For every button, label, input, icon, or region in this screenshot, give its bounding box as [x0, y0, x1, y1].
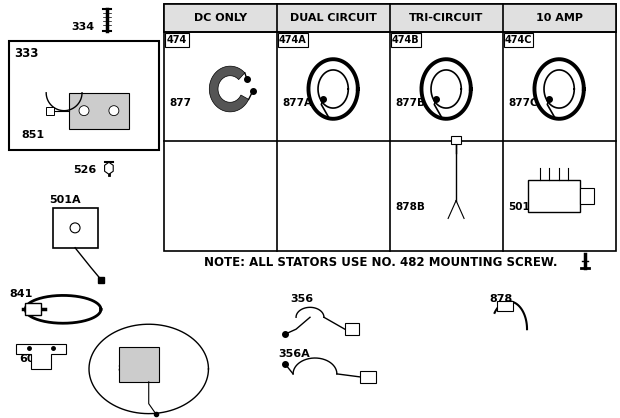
Polygon shape: [210, 66, 249, 112]
Bar: [9, 41, 159, 150]
Bar: [53, 208, 98, 248]
Text: 356A: 356A: [278, 349, 310, 359]
Text: 10 AMP: 10 AMP: [536, 13, 583, 23]
Text: 878: 878: [489, 294, 513, 304]
Bar: [580, 188, 594, 204]
Bar: [360, 371, 376, 383]
Text: 356: 356: [290, 294, 313, 304]
Bar: [46, 107, 54, 115]
Bar: [278, 33, 308, 47]
Text: 877C: 877C: [508, 98, 538, 108]
Bar: [528, 180, 580, 212]
Bar: [69, 93, 129, 129]
Text: 474A: 474A: [279, 35, 306, 45]
Text: 333: 333: [14, 46, 38, 59]
Bar: [451, 136, 461, 144]
Circle shape: [109, 106, 119, 116]
Text: 877B: 877B: [396, 98, 425, 108]
Text: 877: 877: [170, 98, 192, 108]
Text: 501A: 501A: [49, 195, 81, 205]
Bar: [164, 4, 616, 251]
Text: 878B: 878B: [396, 202, 425, 212]
Bar: [25, 303, 41, 315]
Circle shape: [79, 106, 89, 116]
Text: 334: 334: [71, 22, 95, 32]
Bar: [164, 4, 616, 32]
Text: eReplacementParts.com: eReplacementParts.com: [236, 213, 363, 223]
Bar: [345, 323, 359, 335]
Polygon shape: [16, 344, 66, 369]
Bar: [391, 33, 420, 47]
Text: 841: 841: [9, 289, 33, 299]
Bar: [119, 347, 159, 382]
Bar: [497, 301, 513, 311]
Bar: [165, 33, 188, 47]
Text: 897: 897: [117, 364, 141, 374]
Text: DUAL CIRCUIT: DUAL CIRCUIT: [290, 13, 376, 23]
Bar: [503, 33, 533, 47]
Text: 474: 474: [167, 35, 187, 45]
Circle shape: [70, 223, 80, 233]
Text: NOTE: ALL STATORS USE NO. 482 MOUNTING SCREW.: NOTE: ALL STATORS USE NO. 482 MOUNTING S…: [204, 256, 557, 269]
Text: 851: 851: [21, 130, 45, 140]
Text: 526: 526: [73, 165, 96, 175]
Text: 877A: 877A: [283, 98, 312, 108]
Text: 474B: 474B: [392, 35, 419, 45]
Text: 474C: 474C: [505, 35, 533, 45]
Text: TRI-CIRCUIT: TRI-CIRCUIT: [409, 13, 484, 23]
Polygon shape: [105, 162, 113, 174]
Text: DC ONLY: DC ONLY: [193, 13, 247, 23]
Text: 605: 605: [19, 354, 42, 364]
Text: 501: 501: [508, 202, 530, 212]
